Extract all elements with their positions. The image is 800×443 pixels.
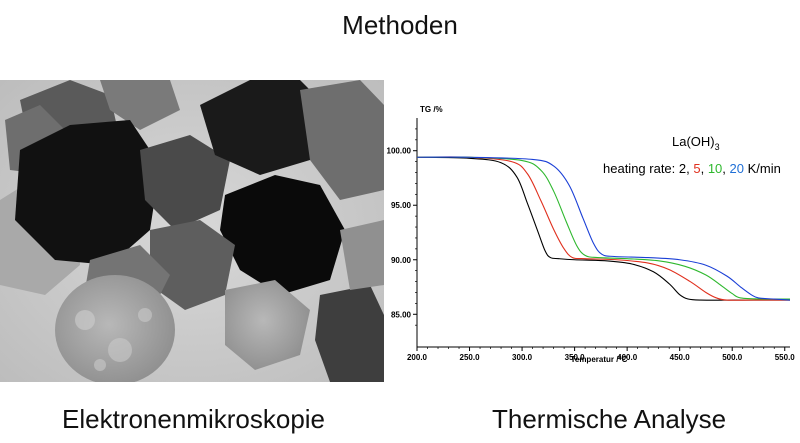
x-axis-label: Temperatur /°C xyxy=(571,355,628,364)
y-axis-label: TG /% xyxy=(420,105,443,114)
microscopy-caption: Elektronenmikroskopie xyxy=(62,404,326,434)
tg-chart-svg: 200.0 250.0 300.0 350.0 400.0 450.0 500.0 550.0… xyxy=(387,105,796,364)
series-line-20-kmin xyxy=(416,156,791,301)
legend-rate-20: 20 xyxy=(730,161,744,176)
x-tick-label: 350.0 xyxy=(565,353,586,362)
x-tick-label: 450.0 xyxy=(670,353,691,362)
x-tick-label: 300.0 xyxy=(512,353,533,362)
legend-rate-10: 10 xyxy=(708,161,722,176)
tg-chart: 200.0 250.0 300.0 350.0 400.0 450.0 500.0 550.0… xyxy=(384,100,800,370)
electron-microscopy-image xyxy=(0,80,384,382)
x-tick-label: 550.0 xyxy=(775,353,796,362)
x-tick-label: 500.0 xyxy=(722,353,743,362)
legend-suffix: K/min xyxy=(744,161,781,176)
legend-sep-2: , xyxy=(722,161,729,176)
x-tick-label: 200.0 xyxy=(407,353,428,362)
legend-compound: La(OH)3 xyxy=(672,134,720,152)
y-tick-label: 90.00 xyxy=(391,256,412,265)
legend-sep-1: , xyxy=(701,161,708,176)
y-tick-label: 100.00 xyxy=(387,147,412,156)
y-tick-label: 95.00 xyxy=(391,201,412,210)
x-tick-label: 400.0 xyxy=(617,353,638,362)
series-line-10-kmin xyxy=(416,156,791,300)
x-tick-label: 250.0 xyxy=(460,353,481,362)
legend-heating-rate: heating rate: 2, 5, 10, 20 K/min xyxy=(603,161,781,176)
y-tick-label: 85.00 xyxy=(391,310,412,319)
legend-compound-base: La(OH) xyxy=(672,134,715,149)
legend-compound-subscript: 3 xyxy=(715,142,720,152)
page-title: Methoden xyxy=(342,10,458,40)
legend-prefix: heating rate: 2, xyxy=(603,161,693,176)
thermal-analysis-caption: Thermische Analyse xyxy=(492,404,727,434)
legend-rate-5: 5 xyxy=(693,161,700,176)
series-line-2-kmin xyxy=(416,156,790,301)
series-line-5-kmin xyxy=(416,156,790,301)
